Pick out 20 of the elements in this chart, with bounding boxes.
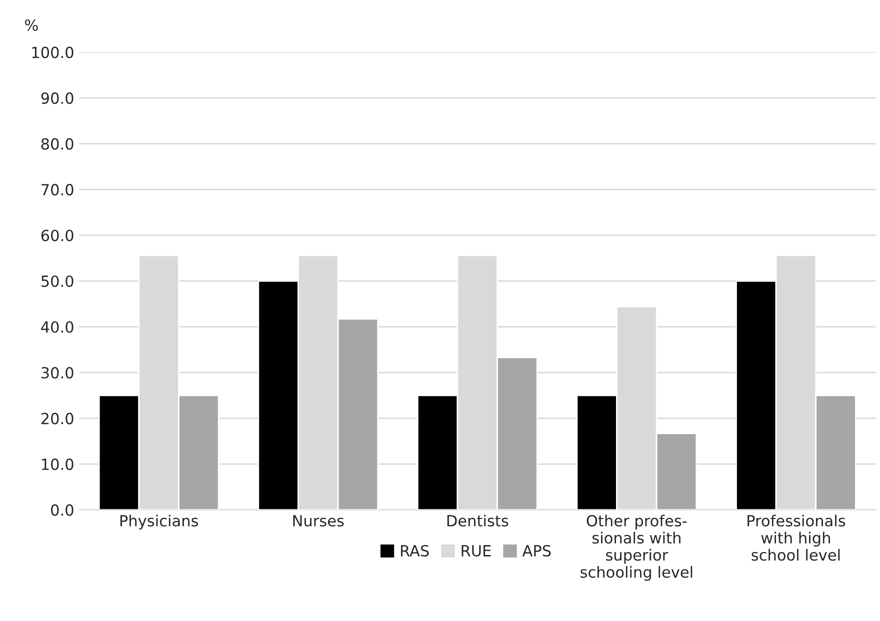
y-tick-label: 50.0 — [42, 275, 74, 288]
legend-label: APS — [522, 544, 551, 557]
x-tick-label: Professionals with high school level — [748, 514, 846, 561]
x-tick-label: Physicians — [120, 514, 198, 530]
x-tick-label: Other profes- sionals with superior schooling level — [580, 514, 692, 581]
y-tick-label: 90.0 — [41, 92, 74, 104]
y-tick-label: 100.0 — [32, 46, 74, 58]
y-tick-label: 10.0 — [42, 458, 74, 470]
x-tick-label: Dentists — [447, 514, 508, 527]
y-tick-label: 0.0 — [51, 504, 74, 516]
y-tick-label: 40.0 — [41, 321, 74, 333]
y-axis-title: % — [25, 19, 38, 31]
y-tick-label: 70.0 — [42, 184, 74, 196]
legend-label: RUE — [462, 545, 491, 557]
legend-label: RAS — [401, 544, 429, 557]
y-tick-label: 20.0 — [41, 412, 74, 424]
y-tick-label: 80.0 — [41, 138, 74, 150]
x-tick-label: Nurses — [293, 515, 344, 527]
y-tick-label: 60.0 — [41, 230, 74, 242]
y-tick-label: 30.0 — [41, 367, 74, 379]
